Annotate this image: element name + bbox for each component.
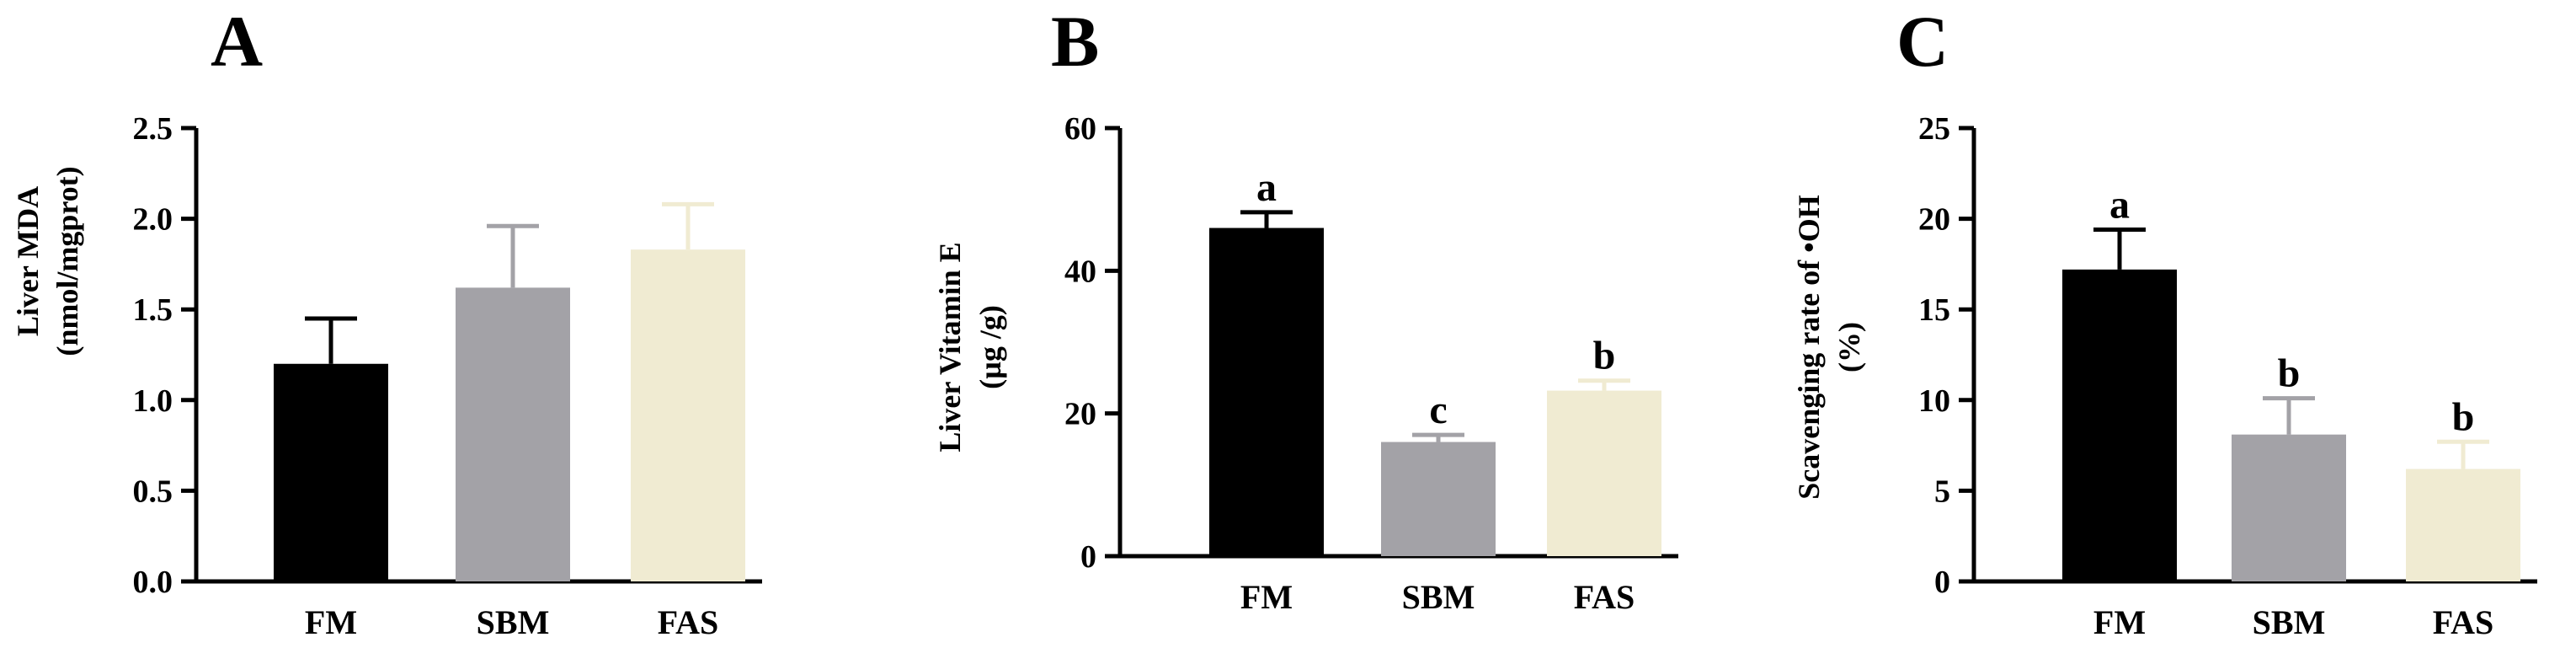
panel-a-category-label: FAS	[658, 603, 719, 641]
panel-b-significance-label: a	[1256, 165, 1277, 210]
panel-a-y-tick-label: 0.5	[133, 474, 173, 509]
panel-a-y-tick-label: 0.0	[133, 565, 173, 600]
panel-b-y-tick-label: 60	[1064, 111, 1096, 147]
panel-a-y-tick-label: 1.5	[133, 292, 173, 328]
panel-a-bar	[631, 249, 745, 581]
panel-b-bar	[1209, 228, 1324, 556]
chart-panels: 0.0 0.5 1.0 1.5 2.0 2.5 FM SBM FAS 0 20 40 60 FM a SBM c…	[133, 111, 2537, 641]
panel-c-category-label: FAS	[2433, 603, 2494, 641]
panel-b-ylabel-line1: Liver Vitamin E	[933, 242, 967, 452]
panel-a-y-tick-label: 2.5	[133, 111, 173, 147]
panel-b-category-label: FM	[1240, 578, 1293, 616]
panel-letter-c: C	[1896, 1, 1949, 82]
panel-c-y-tick-label: 15	[1918, 292, 1950, 328]
panel-b-category-label: SBM	[1402, 578, 1475, 616]
panel-c-category-label: FM	[2093, 603, 2146, 641]
panel-b-significance-label: b	[1593, 334, 1616, 378]
panel-c-category-label: SBM	[2253, 603, 2326, 641]
panel-b-category-label: FAS	[1574, 578, 1635, 616]
panel-c-y-tick-label: 20	[1918, 202, 1950, 238]
panel-a-bar	[456, 287, 570, 581]
panel-a-y-tick-label: 2.0	[133, 202, 173, 238]
panel-a-ylabel-line2: (nmol/mgprot)	[51, 166, 84, 356]
panel-c-y-tick-label: 5	[1934, 474, 1950, 509]
panel-b-y-tick-label: 20	[1064, 397, 1096, 432]
panel-b-ylabel-line2: (µg /g)	[973, 305, 1007, 389]
panel-c-significance-label: a	[2109, 183, 2130, 228]
panel-c-bar	[2062, 269, 2177, 581]
panel-c-ylabel-line2: (%)	[1832, 322, 1866, 372]
panel-letter-b: B	[1051, 1, 1099, 82]
panel-c-y-tick-label: 10	[1918, 383, 1950, 419]
panel-a-y-tick-label: 1.0	[133, 383, 173, 419]
panel-c-y-tick-label: 25	[1918, 111, 1950, 147]
panel-b-y-tick-label: 0	[1080, 539, 1096, 575]
panel-a-bar	[274, 363, 388, 581]
panel-a-category-label: SBM	[477, 603, 550, 641]
panel-a-category-label: FM	[305, 603, 357, 641]
panel-b-bar	[1381, 442, 1496, 556]
panel-b-significance-label: c	[1429, 388, 1447, 432]
panel-b-bar	[1547, 390, 1661, 556]
panel-letter-a: A	[211, 1, 263, 82]
panel-c-ylabel-line1: Scavenging rate of •OH	[1792, 195, 1826, 500]
panel-c-significance-label: b	[2278, 351, 2301, 396]
panel-c-bar	[2406, 469, 2520, 581]
panel-c-significance-label: b	[2452, 394, 2475, 439]
panel-a-ylabel-line1: Liver MDA	[11, 186, 45, 336]
panel-c-y-tick-label: 0	[1934, 565, 1950, 600]
panel-b-y-tick-label: 40	[1064, 254, 1096, 289]
panel-c-bar	[2232, 434, 2346, 581]
